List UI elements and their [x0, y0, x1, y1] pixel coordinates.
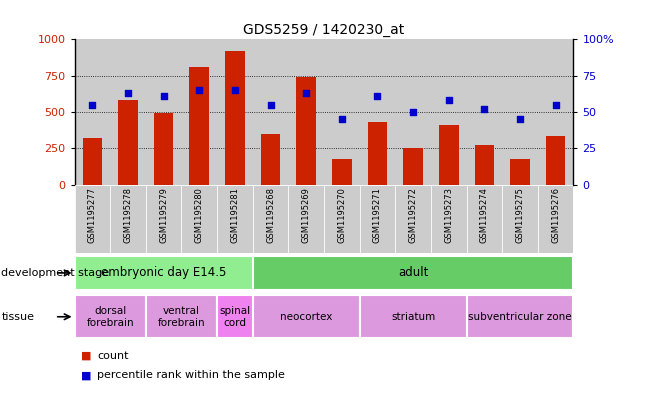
- FancyBboxPatch shape: [538, 185, 573, 253]
- Point: [87, 101, 97, 108]
- Text: spinal
cord: spinal cord: [219, 306, 251, 327]
- FancyBboxPatch shape: [395, 185, 431, 253]
- Text: ■: ■: [81, 351, 91, 361]
- FancyBboxPatch shape: [288, 185, 324, 253]
- Bar: [502, 39, 538, 185]
- Text: GSM1195278: GSM1195278: [124, 187, 132, 243]
- Text: adult: adult: [398, 266, 428, 279]
- Text: GSM1195275: GSM1195275: [516, 187, 524, 242]
- Bar: [510, 159, 530, 185]
- Text: GSM1195269: GSM1195269: [302, 187, 310, 242]
- Bar: [118, 100, 138, 185]
- Text: GSM1195274: GSM1195274: [480, 187, 489, 242]
- Point: [443, 97, 454, 103]
- Text: GSM1195281: GSM1195281: [231, 187, 239, 242]
- Text: GSM1195271: GSM1195271: [373, 187, 382, 242]
- Bar: [260, 134, 281, 185]
- Bar: [332, 159, 352, 185]
- Text: subventricular zone: subventricular zone: [469, 312, 572, 322]
- FancyBboxPatch shape: [110, 185, 146, 253]
- FancyBboxPatch shape: [467, 185, 502, 253]
- Title: GDS5259 / 1420230_at: GDS5259 / 1420230_at: [244, 23, 404, 37]
- Bar: [367, 122, 388, 185]
- Bar: [181, 39, 217, 185]
- Bar: [288, 39, 324, 185]
- Text: development stage: development stage: [1, 268, 110, 278]
- Bar: [110, 39, 146, 185]
- Bar: [467, 39, 502, 185]
- Point: [337, 116, 347, 122]
- Bar: [217, 39, 253, 185]
- Bar: [538, 39, 573, 185]
- FancyBboxPatch shape: [253, 296, 360, 338]
- Bar: [474, 145, 494, 185]
- Bar: [324, 39, 360, 185]
- Bar: [360, 39, 395, 185]
- Bar: [439, 125, 459, 185]
- FancyBboxPatch shape: [217, 296, 253, 338]
- Text: GSM1195277: GSM1195277: [88, 187, 97, 243]
- Point: [372, 93, 382, 99]
- Text: GSM1195276: GSM1195276: [551, 187, 560, 243]
- Bar: [146, 39, 181, 185]
- Text: percentile rank within the sample: percentile rank within the sample: [97, 370, 285, 380]
- FancyBboxPatch shape: [75, 256, 253, 290]
- Bar: [403, 148, 423, 185]
- Bar: [189, 67, 209, 185]
- Point: [550, 101, 561, 108]
- Text: GSM1195268: GSM1195268: [266, 187, 275, 243]
- Bar: [82, 138, 102, 185]
- Text: GSM1195273: GSM1195273: [445, 187, 453, 243]
- Text: tissue: tissue: [1, 312, 34, 322]
- Point: [408, 109, 419, 115]
- FancyBboxPatch shape: [146, 296, 217, 338]
- FancyBboxPatch shape: [75, 296, 146, 338]
- Bar: [253, 39, 288, 185]
- Point: [123, 90, 133, 96]
- FancyBboxPatch shape: [217, 185, 253, 253]
- Point: [479, 106, 490, 112]
- FancyBboxPatch shape: [146, 185, 181, 253]
- FancyBboxPatch shape: [253, 185, 288, 253]
- Text: neocortex: neocortex: [280, 312, 332, 322]
- Point: [194, 87, 205, 93]
- Bar: [296, 77, 316, 185]
- Text: GSM1195280: GSM1195280: [195, 187, 203, 242]
- FancyBboxPatch shape: [253, 256, 573, 290]
- FancyBboxPatch shape: [431, 185, 467, 253]
- FancyBboxPatch shape: [75, 185, 110, 253]
- Text: dorsal
forebrain: dorsal forebrain: [86, 306, 134, 327]
- FancyBboxPatch shape: [502, 185, 538, 253]
- Point: [301, 90, 311, 96]
- Bar: [75, 39, 110, 185]
- Text: count: count: [97, 351, 129, 361]
- Point: [229, 87, 240, 93]
- Bar: [546, 136, 566, 185]
- FancyBboxPatch shape: [360, 296, 467, 338]
- FancyBboxPatch shape: [467, 296, 573, 338]
- Point: [265, 101, 275, 108]
- Bar: [154, 114, 174, 185]
- Text: GSM1195270: GSM1195270: [338, 187, 346, 242]
- Text: ■: ■: [81, 370, 91, 380]
- Text: GSM1195279: GSM1195279: [159, 187, 168, 242]
- FancyBboxPatch shape: [360, 185, 395, 253]
- Text: GSM1195272: GSM1195272: [409, 187, 417, 242]
- FancyBboxPatch shape: [324, 185, 360, 253]
- Bar: [431, 39, 467, 185]
- Bar: [395, 39, 431, 185]
- Text: ventral
forebrain: ventral forebrain: [157, 306, 205, 327]
- Point: [158, 93, 168, 99]
- Text: embryonic day E14.5: embryonic day E14.5: [101, 266, 226, 279]
- Text: striatum: striatum: [391, 312, 435, 322]
- Point: [515, 116, 525, 122]
- Bar: [225, 51, 245, 185]
- FancyBboxPatch shape: [181, 185, 217, 253]
